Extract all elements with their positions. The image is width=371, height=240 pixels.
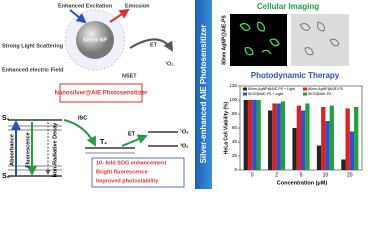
bar xyxy=(354,107,359,170)
label: S₀ xyxy=(2,173,10,180)
label: Enhanced electric Field xyxy=(2,67,63,73)
x-tick-label: 5 xyxy=(300,172,303,178)
x-tick-label: 10 xyxy=(323,172,329,178)
legend-swatch xyxy=(243,87,247,91)
chart-title: Photodynamic Therapy xyxy=(251,71,340,80)
label: Non-Radiative Decay xyxy=(52,122,58,178)
y-tick-label: 120 xyxy=(229,83,237,88)
cells-bf xyxy=(299,21,340,56)
bullet: 10- fold SOG enhancement xyxy=(96,160,166,166)
y-tick-label: 60 xyxy=(232,125,238,130)
x-tick-label: 2 xyxy=(275,172,278,178)
bullet: Improved photostability xyxy=(96,178,159,184)
x-axis-label: Concentration (μM) xyxy=(277,180,328,186)
bar xyxy=(321,107,326,170)
bar xyxy=(316,145,322,170)
y-axis-label: HeLa Cell Viability (%) xyxy=(223,101,229,154)
label: S₁ xyxy=(2,115,10,122)
label: Emission xyxy=(125,3,150,9)
label: Absorbance xyxy=(9,134,15,166)
excitation-arrow xyxy=(69,9,87,24)
label: ET xyxy=(128,131,136,137)
bar xyxy=(252,100,257,170)
figure: Enhanced Excitation Emission Strong Ligh… xyxy=(2,0,363,189)
bar xyxy=(329,105,334,170)
emission-arrow xyxy=(109,8,130,23)
bar xyxy=(243,100,248,170)
banner-text: Silver-enhanced AIE Photosensitizer xyxy=(199,25,208,164)
et-arrow xyxy=(129,38,174,52)
label: ET xyxy=(150,42,158,48)
legend-swatch xyxy=(243,92,247,96)
legend-label: SiO2@AIE-PS xyxy=(308,92,332,96)
imaging-title: Cellular Imaging xyxy=(257,2,319,11)
bar xyxy=(280,101,286,170)
label: ISC xyxy=(78,115,87,121)
legend-label: SiO2@AIE-PS + Light xyxy=(248,92,283,96)
y-tick-label: 0 xyxy=(234,167,237,172)
legend-label: 80nm-AgNP@AIE-PS + Light xyxy=(248,87,295,91)
bar xyxy=(272,103,277,170)
legend-swatch xyxy=(303,87,307,91)
x-tick-label: 0 xyxy=(251,172,254,178)
label: T₁ xyxy=(100,139,107,146)
label: Enhanced Excitation xyxy=(58,3,113,9)
imaging-sample: 80nm AgNP@AIE-PS xyxy=(221,15,227,65)
bar xyxy=(247,100,253,170)
bright-image xyxy=(291,14,349,66)
y-tick-label: 80 xyxy=(232,111,238,116)
bullet: Bright fluorescence xyxy=(96,169,148,175)
box-label: Nanosilver@AIE Photosensitizer xyxy=(55,91,149,97)
label: ³O₂ xyxy=(180,142,189,149)
label: Strong Light Scattering xyxy=(2,43,63,49)
bar xyxy=(256,100,261,170)
bar xyxy=(276,103,281,170)
label: Silver NP xyxy=(83,37,107,43)
bar xyxy=(301,110,306,170)
label: NSET xyxy=(122,73,137,79)
y-tick-label: 40 xyxy=(232,139,238,144)
bar xyxy=(292,128,297,170)
bar xyxy=(268,110,273,170)
label: Fluorescence xyxy=(25,132,31,167)
label: ¹O₂ xyxy=(165,60,174,67)
bar xyxy=(341,159,346,170)
y-tick-label: 20 xyxy=(232,153,238,158)
silver-np xyxy=(76,21,114,59)
box xyxy=(59,83,143,103)
et2-arrow xyxy=(121,134,148,147)
bullet-box xyxy=(91,157,185,188)
legend-label: 80nm-AgNP@AIE-PS xyxy=(308,87,344,91)
label: ¹O₂ xyxy=(180,128,189,135)
bar xyxy=(349,131,355,170)
bar xyxy=(305,103,310,170)
isc-arrow xyxy=(63,119,96,147)
legend-swatch xyxy=(303,92,307,96)
cells xyxy=(239,21,280,56)
y-tick-label: 100 xyxy=(229,97,237,102)
bar xyxy=(325,121,330,170)
x-tick-label: 20 xyxy=(347,172,353,178)
banner xyxy=(195,0,212,189)
bar xyxy=(296,105,301,170)
bar xyxy=(345,108,350,170)
bullets: 10- fold SOG enhancement Bright fluoresce… xyxy=(96,160,166,184)
